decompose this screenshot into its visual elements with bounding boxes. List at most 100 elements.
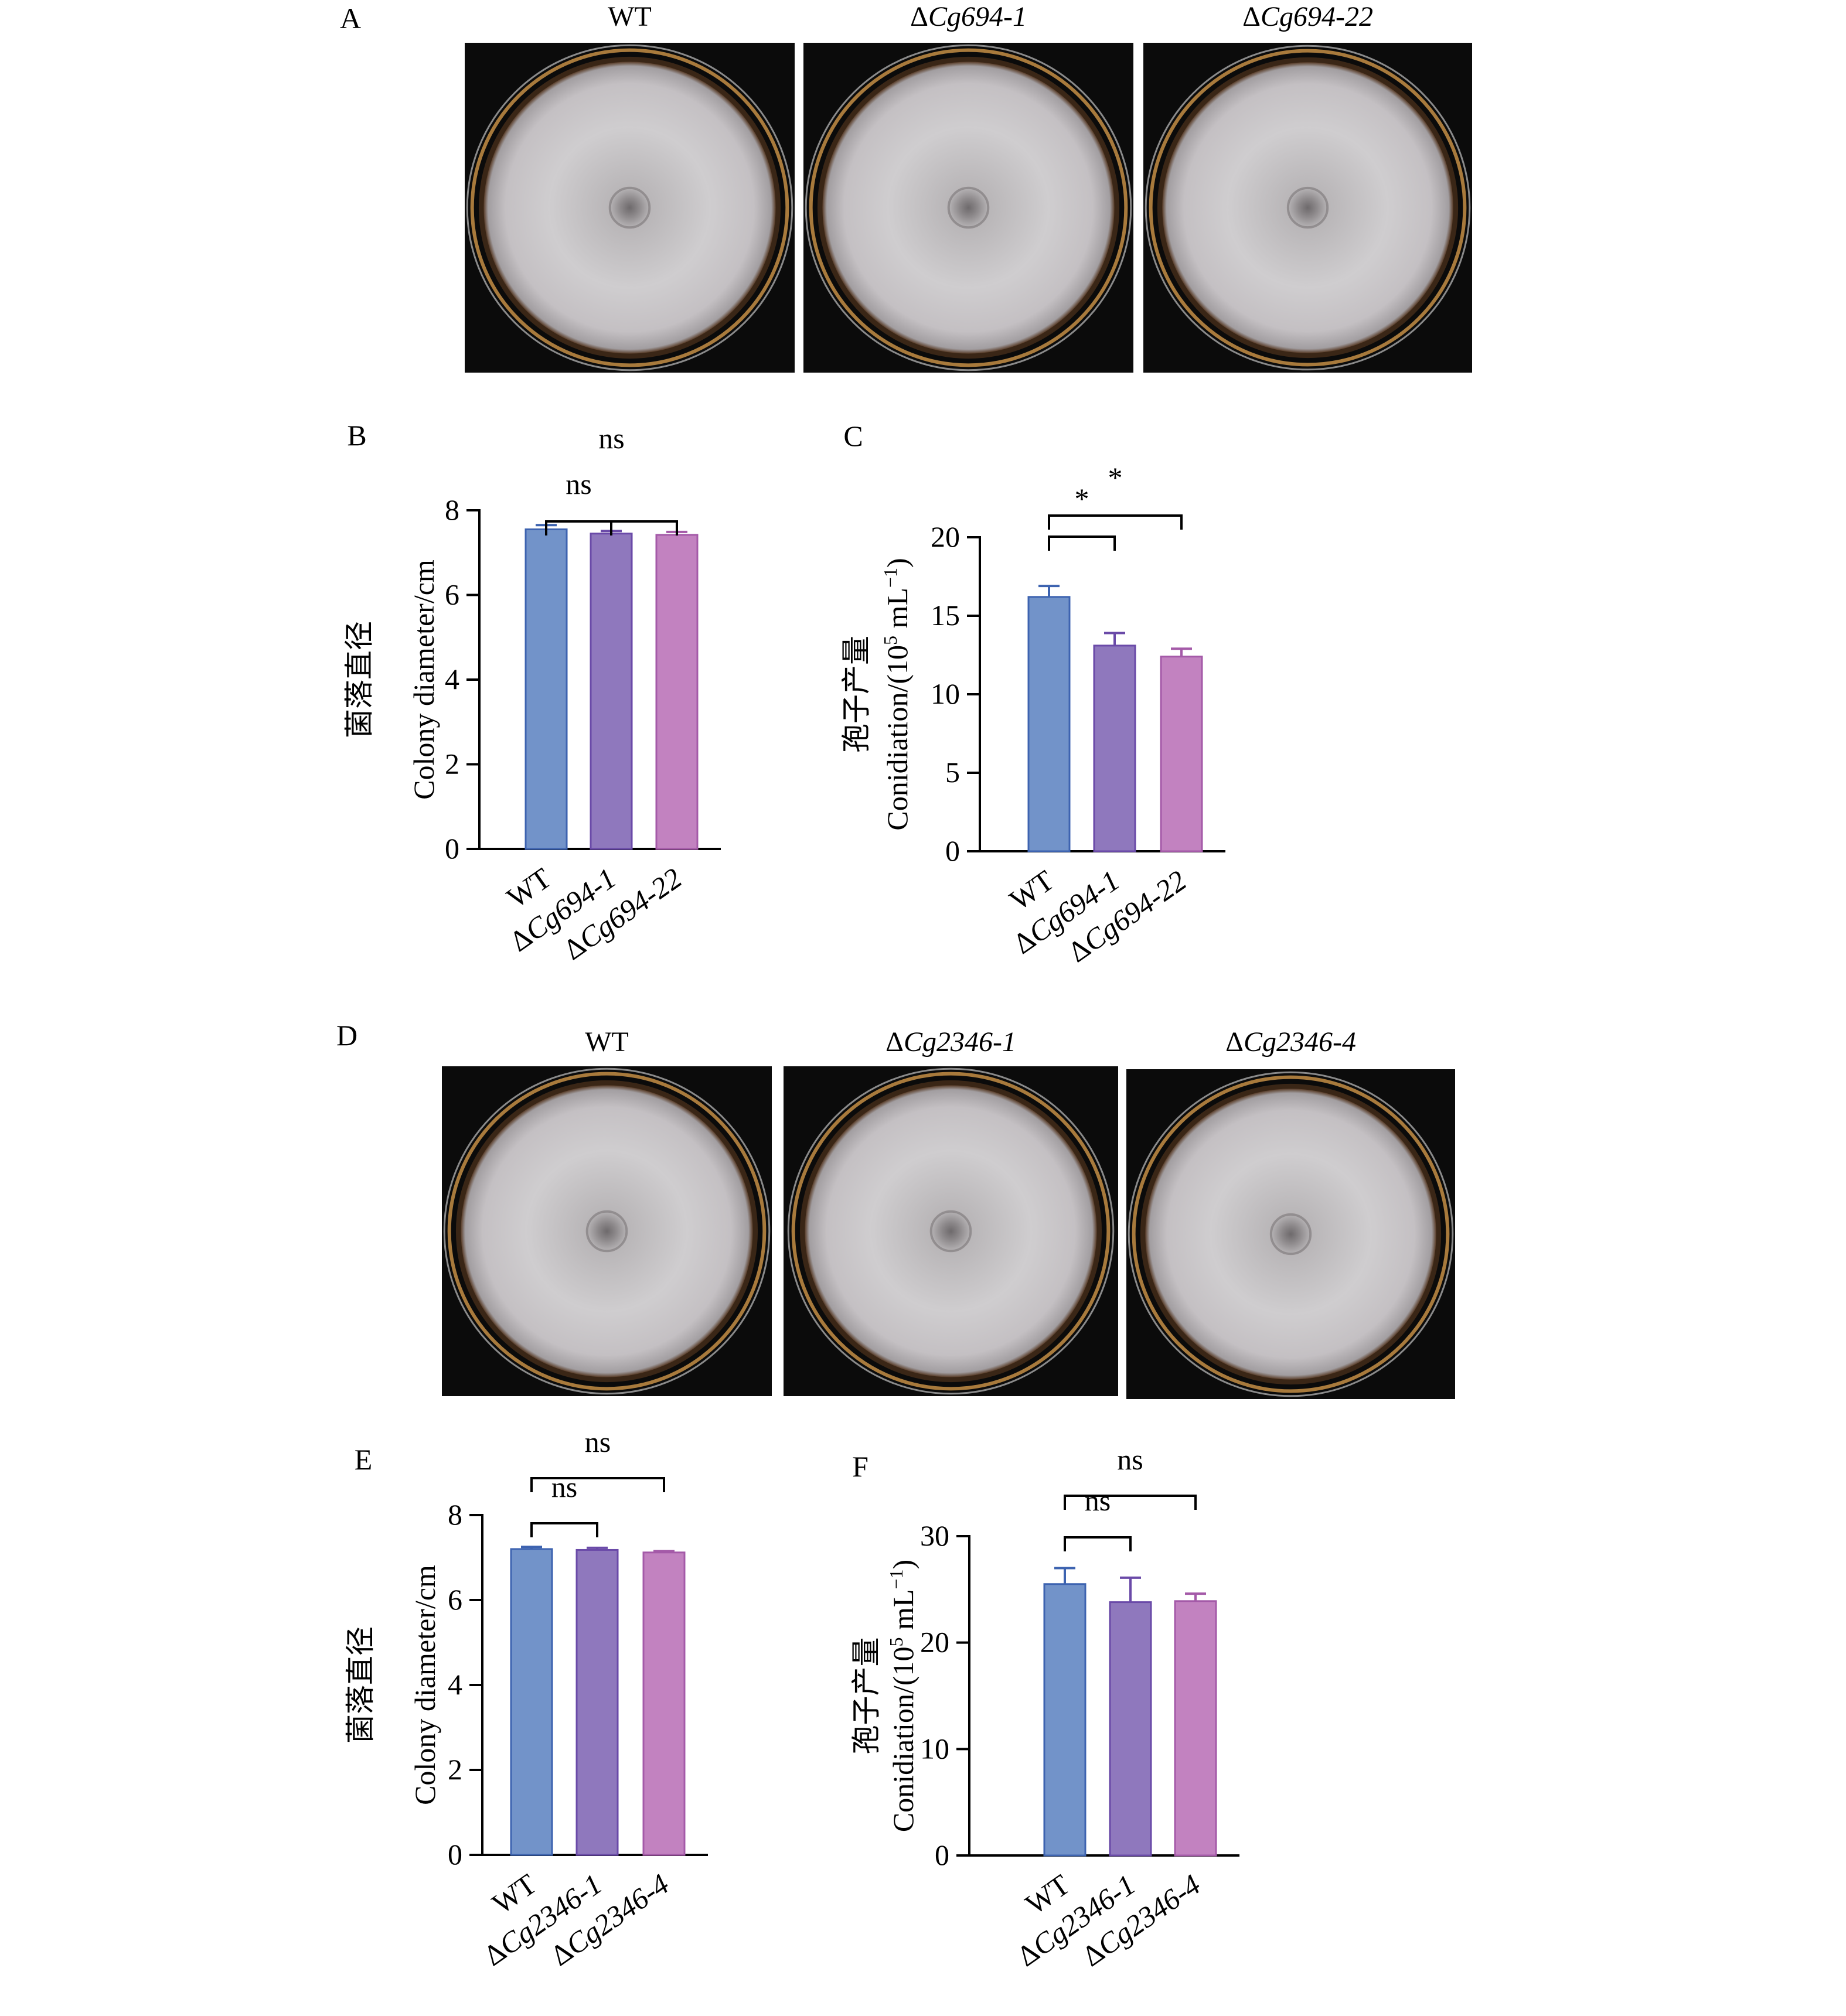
plate-label: WT xyxy=(585,1026,629,1058)
significance-bracket: ns xyxy=(545,422,678,535)
significance-label: ns xyxy=(1117,1443,1143,1476)
bracket-line xyxy=(545,520,678,535)
plate-photo xyxy=(1143,43,1472,373)
y-tick-label: 10 xyxy=(931,677,960,710)
plate-photo xyxy=(803,43,1133,373)
significance-bracket: ns xyxy=(545,468,612,535)
bar xyxy=(1093,644,1136,852)
strain-label-italic: Cg2346-1 xyxy=(904,1026,1016,1058)
strain-label-prefix: Δ xyxy=(1225,1026,1244,1058)
y-label-cn: 孢子产量 xyxy=(840,636,873,753)
strain-label-italic: Cg694-1 xyxy=(928,1,1027,32)
panel-A: A WT ΔCg694-1 ΔCg694-22 xyxy=(340,1,1472,373)
significance-bracket: * xyxy=(1048,461,1183,530)
dish-rim xyxy=(466,44,793,371)
y-label-text: Colony diameter/cm xyxy=(408,1565,441,1805)
y-label-cn: 菌落直径 xyxy=(344,1626,377,1744)
plate-label: ΔCg2346-1 xyxy=(885,1026,1016,1058)
y-tick-label: 15 xyxy=(931,599,960,632)
y-tick-label: 4 xyxy=(445,663,459,695)
y-axis-label: 菌落直径 Colony diameter/cm xyxy=(344,1565,441,1805)
y-tick-label: 30 xyxy=(920,1519,949,1552)
fungal-colony xyxy=(483,62,776,354)
fungal-colony xyxy=(1162,62,1453,353)
panel-D: D WT ΔCg2346-1 ΔCg2346-4 xyxy=(336,1019,1455,1399)
significance-label: ns xyxy=(1085,1484,1111,1517)
y-axis-label: 孢子产量 Conidiation/(105 mL−1) xyxy=(850,1560,919,1832)
y-label-close: ) xyxy=(881,558,914,568)
y-label-en: Colony diameter/cm xyxy=(408,1565,441,1805)
y-label-unit-superscript: −1 xyxy=(885,1570,907,1589)
y-tick-label: 2 xyxy=(448,1753,462,1786)
strain-label-italic: Cg694-22 xyxy=(1261,1,1373,32)
strain-label-prefix: Δ xyxy=(885,1026,904,1058)
colony-center xyxy=(585,1210,628,1253)
strain-label-prefix: Δ xyxy=(1242,1,1261,32)
y-axis-label: 孢子产量 Conidiation/(105 mL−1) xyxy=(840,558,914,830)
plate-label: ΔCg2346-4 xyxy=(1225,1026,1356,1058)
bracket-line xyxy=(1048,514,1183,530)
dish-rim xyxy=(787,1067,1115,1395)
y-label-text: Conidiation/(10 xyxy=(887,1646,919,1832)
colony-center xyxy=(608,186,651,229)
y-tick-label: 20 xyxy=(931,520,960,553)
dish-lid-edge xyxy=(1149,49,1467,367)
y-tick-label: 0 xyxy=(445,832,459,865)
significance-label: ns xyxy=(585,1425,611,1458)
y-tick-label: 0 xyxy=(448,1838,462,1871)
dish-lid-edge xyxy=(1132,1075,1450,1393)
y-tick-label: 5 xyxy=(945,756,960,789)
dish-rim xyxy=(1145,45,1471,371)
y-tick-label: 8 xyxy=(445,493,459,526)
y-label-en: Colony diameter/cm xyxy=(407,560,440,800)
fungal-colony xyxy=(461,1085,753,1377)
y-tick-label: 6 xyxy=(448,1583,462,1616)
fungal-colony xyxy=(805,1085,1097,1377)
panel-letter: D xyxy=(336,1019,357,1052)
panel-letter: C xyxy=(843,419,863,452)
bar xyxy=(590,533,633,850)
plate-photo xyxy=(465,43,795,373)
colony-center xyxy=(929,1210,972,1253)
significance-label: * xyxy=(1075,482,1089,515)
y-label-unit: mL xyxy=(887,1589,919,1638)
plate-photo xyxy=(1126,1069,1455,1399)
y-label-close: ) xyxy=(887,1560,919,1570)
y-tick-label: 2 xyxy=(445,748,459,780)
significance-label: ns xyxy=(551,1471,577,1503)
significance-bracket: ns xyxy=(1064,1443,1197,1510)
y-label-unit: mL xyxy=(881,588,914,636)
strain-label-plain: WT xyxy=(608,1,652,32)
significance-bracket: ns xyxy=(530,1471,598,1537)
plate-label: ΔCg694-1 xyxy=(910,1,1027,32)
panel-letter: E xyxy=(355,1443,373,1476)
bracket-line xyxy=(1064,1536,1132,1551)
bar xyxy=(1160,656,1203,852)
panel-letter: A xyxy=(340,2,361,35)
plate-label: ΔCg694-22 xyxy=(1242,1,1373,32)
plate-photo xyxy=(442,1066,772,1396)
significance-bracket: * xyxy=(1048,482,1116,551)
strain-label-plain: WT xyxy=(585,1026,629,1058)
y-tick-label: 4 xyxy=(448,1668,462,1701)
dish-rim xyxy=(805,44,1132,371)
bar xyxy=(655,534,699,850)
y-label-en: Conidiation/(105 mL−1) xyxy=(885,1560,919,1832)
strain-label-italic: Cg2346-4 xyxy=(1244,1026,1356,1058)
bracket-line xyxy=(1048,535,1116,551)
bar xyxy=(524,528,568,850)
y-axis-label: 菌落直径 Colony diameter/cm xyxy=(343,560,440,800)
y-tick-label: 0 xyxy=(945,834,960,867)
y-label-en: Conidiation/(105 mL−1) xyxy=(880,558,914,830)
significance-label: ns xyxy=(598,422,624,455)
y-label-cn: 孢子产量 xyxy=(850,1638,883,1755)
bracket-line xyxy=(1064,1495,1197,1510)
colony-center xyxy=(1269,1213,1312,1256)
y-tick-label: 0 xyxy=(935,1838,949,1871)
y-label-superscript: 5 xyxy=(885,1637,907,1646)
bar xyxy=(575,1548,619,1856)
y-tick-label: 10 xyxy=(920,1732,949,1765)
